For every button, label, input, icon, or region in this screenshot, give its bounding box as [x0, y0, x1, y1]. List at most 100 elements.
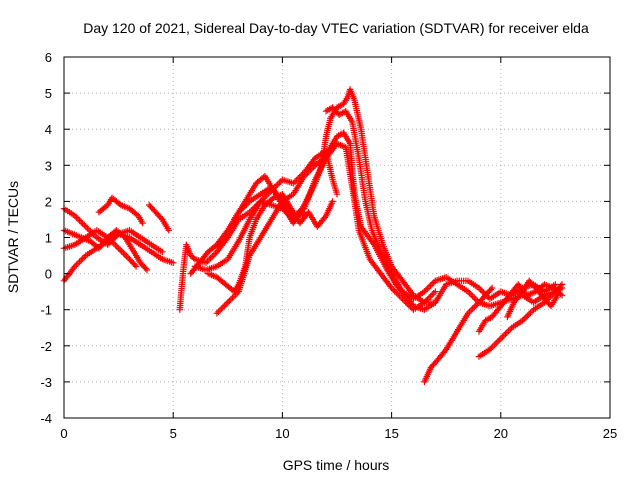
data-point	[273, 182, 280, 190]
data-point	[260, 195, 267, 202]
data-point	[76, 217, 83, 224]
data-point	[78, 218, 85, 226]
data-point	[276, 179, 283, 186]
data-point	[471, 303, 478, 311]
data-point	[291, 178, 299, 185]
data-point	[210, 251, 217, 259]
data-point	[257, 198, 264, 205]
data-point	[505, 327, 512, 334]
data-point	[123, 252, 130, 260]
y-tick-label: 2	[45, 194, 52, 209]
data-point	[487, 286, 494, 293]
data-point	[121, 251, 128, 258]
data-point	[393, 289, 400, 296]
data-point	[491, 341, 498, 348]
data-point	[489, 343, 497, 350]
data-point	[227, 296, 235, 303]
grid	[64, 57, 610, 418]
data-point	[488, 284, 496, 292]
data-point	[118, 248, 125, 255]
series-track-2	[60, 227, 151, 274]
data-point	[329, 198, 336, 205]
data-point	[216, 307, 224, 314]
data-point	[207, 254, 214, 262]
data-point	[427, 293, 434, 300]
data-point	[139, 219, 146, 227]
data-point	[524, 312, 531, 320]
data-point	[492, 340, 500, 347]
axis-ticks: 0 5 10 15 20 25 -4 -3 -2 -1 0 1 2 3 4 5 6	[40, 50, 617, 441]
data-point	[131, 261, 138, 269]
data-point	[79, 255, 86, 262]
data-point	[469, 305, 476, 312]
series-track-6	[146, 201, 172, 234]
data-point	[429, 280, 436, 288]
data-point	[142, 265, 149, 272]
data-point	[497, 335, 504, 342]
data-point	[430, 290, 437, 297]
data-point	[224, 299, 231, 306]
series-track-4	[60, 227, 166, 284]
data-point	[494, 338, 501, 345]
data-point	[81, 221, 88, 229]
y-tick-label: -1	[40, 303, 52, 318]
data-point	[468, 307, 475, 314]
data-point	[76, 258, 83, 265]
data-point	[229, 294, 236, 301]
data-point	[552, 281, 559, 288]
data-point	[218, 305, 225, 312]
data-point	[74, 215, 82, 223]
data-point	[425, 283, 433, 291]
data-point	[474, 300, 481, 308]
series-track-18	[504, 277, 561, 321]
data-point	[390, 286, 397, 293]
data-point	[73, 214, 80, 221]
data-point	[165, 227, 172, 234]
data-point	[500, 332, 508, 339]
y-tick-label: 3	[45, 158, 52, 173]
data-point	[427, 282, 434, 289]
data-point	[120, 249, 127, 257]
data-point	[143, 266, 151, 274]
y-tick-label: -2	[40, 339, 52, 354]
data-point	[74, 260, 82, 267]
data-point	[117, 246, 124, 254]
data-point	[209, 253, 216, 260]
data-point	[429, 291, 436, 298]
data-point	[170, 259, 177, 266]
series-track-9	[191, 147, 341, 274]
data-point	[113, 243, 121, 250]
y-tick-label: 0	[45, 267, 52, 282]
data-point	[230, 293, 238, 300]
x-tick-label: 5	[170, 426, 177, 441]
data-point	[471, 294, 478, 301]
data-point	[527, 309, 534, 316]
x-tick-label: 20	[494, 426, 508, 441]
data-point	[432, 288, 439, 295]
y-tick-label: 5	[45, 86, 52, 101]
y-tick-label: -3	[40, 375, 52, 390]
data-markers	[60, 86, 566, 386]
data-point	[73, 261, 80, 268]
y-tick-label: 6	[45, 50, 52, 65]
data-point	[503, 329, 511, 336]
data-point	[502, 330, 509, 338]
y-tick-label: -4	[40, 411, 52, 426]
series-track-17	[475, 281, 566, 360]
data-point	[499, 333, 506, 341]
data-point	[132, 263, 140, 270]
x-tick-label: 0	[60, 426, 67, 441]
data-point	[226, 297, 233, 305]
data-point	[213, 310, 221, 317]
data-point	[472, 296, 479, 303]
data-point	[469, 293, 476, 300]
x-tick-label: 25	[603, 426, 617, 441]
y-axis-label: SDTVAR / TECUs	[5, 181, 21, 293]
data-point	[84, 225, 91, 232]
data-point	[223, 300, 230, 308]
data-point	[78, 257, 85, 264]
y-tick-label: 1	[45, 231, 52, 246]
series-track-5	[95, 194, 146, 227]
data-point	[421, 288, 428, 295]
